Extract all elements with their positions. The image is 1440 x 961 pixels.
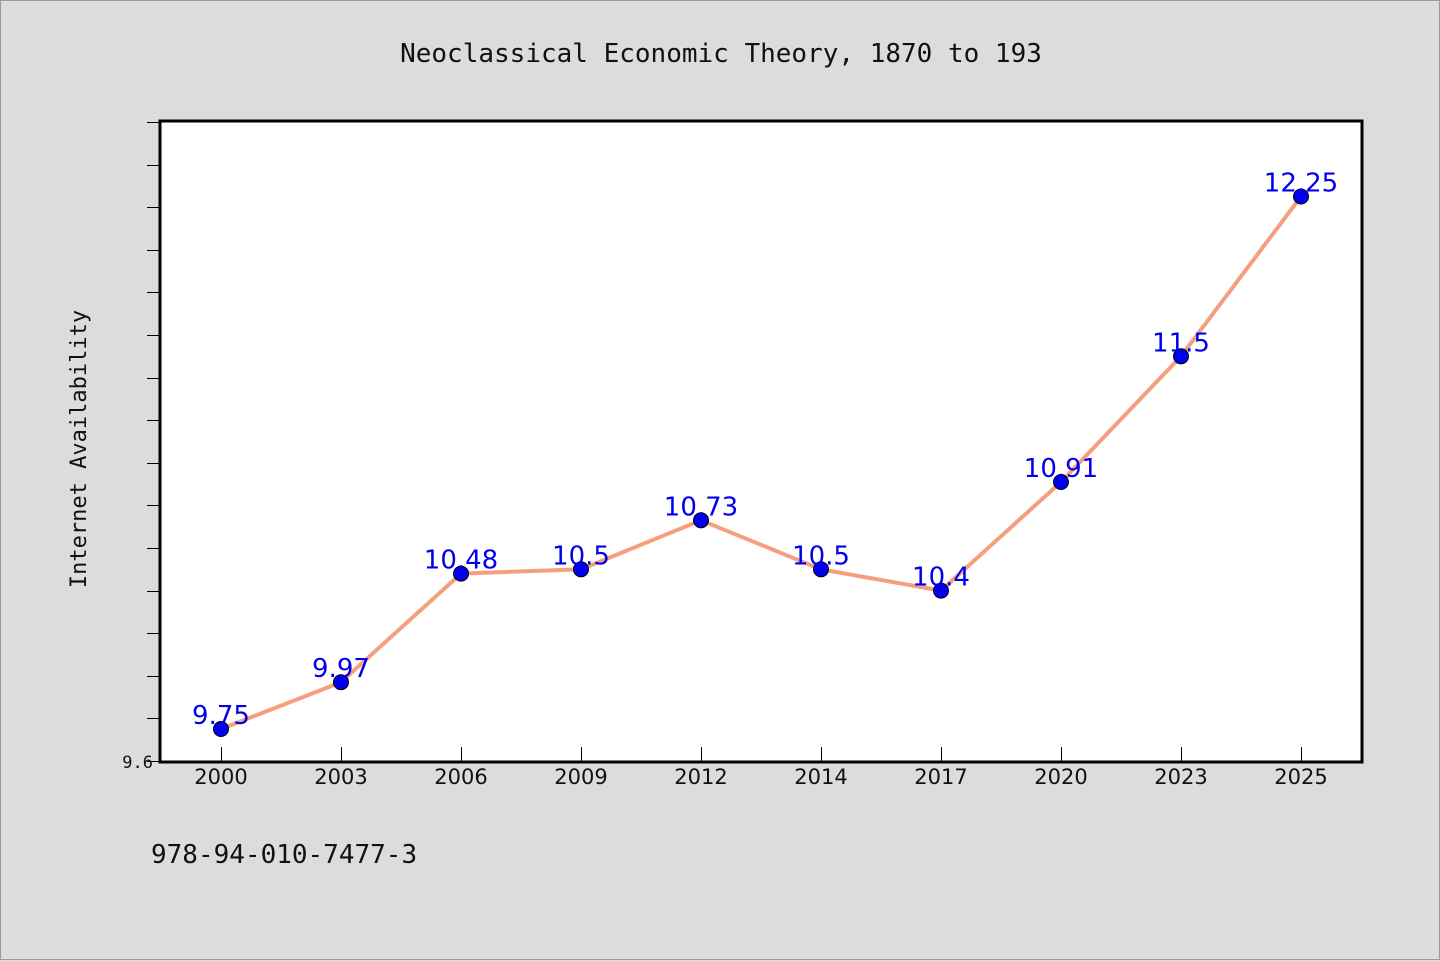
data-point <box>693 512 709 529</box>
data-point <box>933 582 949 599</box>
data-label: 10.5 <box>792 541 850 571</box>
data-point <box>813 561 829 578</box>
x-tick-label: 2023 <box>1154 765 1207 789</box>
plot-area <box>158 119 1364 764</box>
y-tick-label: 9.6 <box>122 753 153 773</box>
y-axis-label: Internet Availability <box>67 310 92 588</box>
data-point <box>333 674 349 691</box>
x-tick-label: 2017 <box>914 765 967 789</box>
x-tick-label: 2025 <box>1274 765 1327 789</box>
data-label: 11.5 <box>1152 328 1210 358</box>
data-point <box>213 721 229 737</box>
data-label: 9.97 <box>312 654 370 684</box>
data-label: 12.25 <box>1264 169 1338 199</box>
data-point <box>573 561 589 578</box>
data-label: 9.75 <box>192 701 250 731</box>
data-point <box>1053 474 1069 490</box>
isbn-label: 978-94-010-7477-3 <box>151 840 417 870</box>
x-tick-label: 2009 <box>554 765 607 789</box>
data-label: 10.91 <box>1024 454 1098 484</box>
data-label: 10.73 <box>664 492 738 522</box>
data-point <box>1293 188 1309 205</box>
data-label: 10.48 <box>424 546 498 576</box>
series-layer: 9.75 9.97 10.48 10.5 10.73 10.5 10.4 10.91 11.5 1… <box>192 169 1338 737</box>
chart-title: Neoclassical Economic Theory, 1870 to 19… <box>400 39 1042 69</box>
x-tick-label: 2020 <box>1034 765 1087 789</box>
data-point <box>1173 348 1189 365</box>
x-tick-label: 2014 <box>794 765 847 789</box>
x-tick-label: 2003 <box>314 765 367 789</box>
data-label: 10.5 <box>552 541 610 571</box>
x-tick-label: 2000 <box>194 765 247 789</box>
x-tick-label: 2012 <box>674 765 727 789</box>
x-axis: 2000 2003 2006 2009 2012 2014 2017 2020 2023 2025 <box>194 747 1328 789</box>
data-label: 10.4 <box>912 563 970 593</box>
series-line <box>220 195 1303 731</box>
y-axis-ticks <box>147 122 160 762</box>
data-point <box>453 565 469 582</box>
x-tick-label: 2006 <box>434 765 487 789</box>
